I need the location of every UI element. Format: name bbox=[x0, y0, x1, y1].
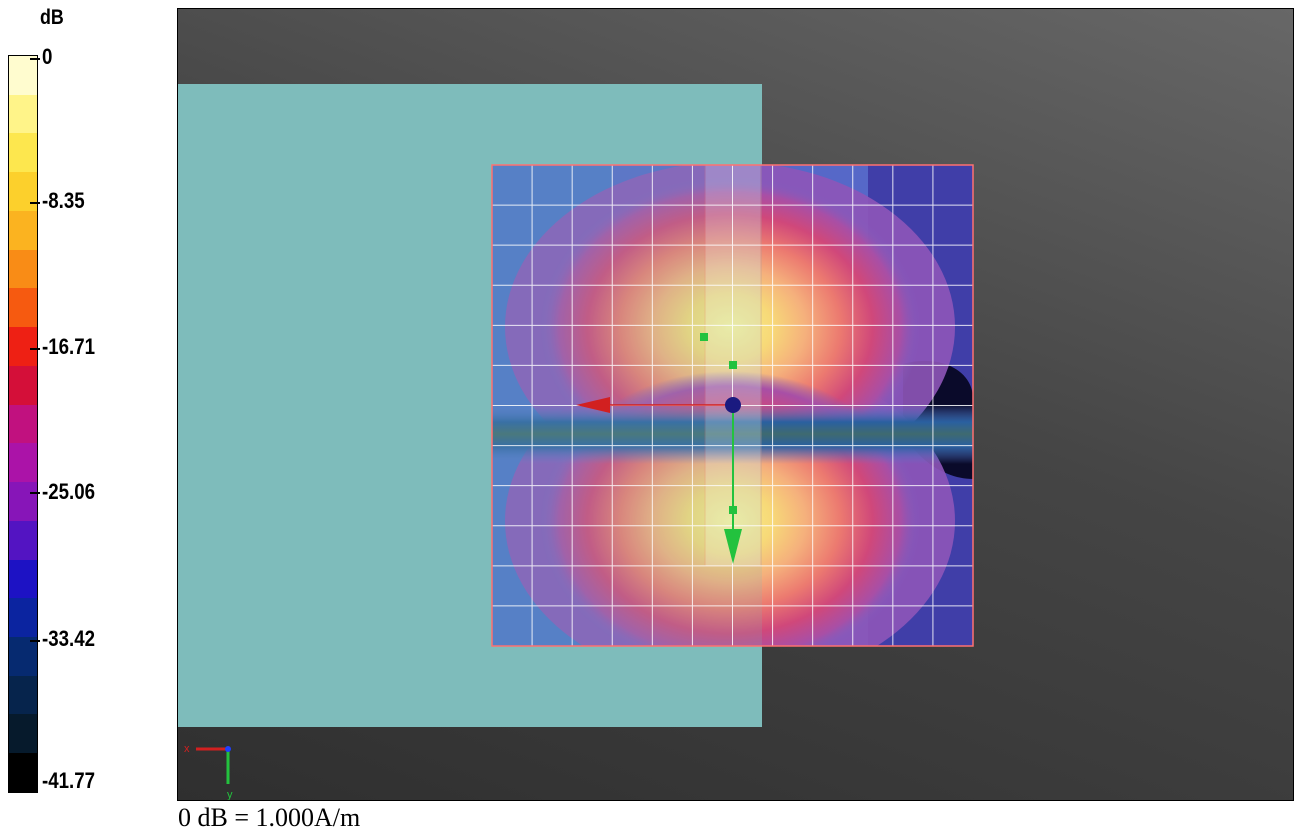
triad-y-label: y bbox=[227, 789, 233, 801]
point-marker bbox=[729, 506, 737, 514]
legend-color-step bbox=[9, 559, 37, 599]
legend-color-step bbox=[9, 675, 37, 715]
legend-color-step bbox=[9, 327, 37, 366]
legend-color-step bbox=[9, 94, 37, 134]
legend-color-step bbox=[9, 288, 37, 328]
y-axis-arrow bbox=[724, 529, 742, 564]
legend-tick bbox=[30, 348, 40, 350]
legend-label-1: -8.35 bbox=[42, 188, 85, 213]
color-scale-bar bbox=[8, 55, 38, 793]
legend-unit-label: dB bbox=[40, 6, 64, 29]
legend-label-5: -41.77 bbox=[42, 768, 96, 793]
legend-label-2: -16.71 bbox=[42, 334, 96, 359]
x-axis-arrow bbox=[576, 397, 610, 413]
legend-color-step bbox=[9, 714, 37, 754]
legend-color-step bbox=[9, 56, 37, 95]
legend-label-4: -33.42 bbox=[42, 626, 96, 651]
legend-color-step bbox=[9, 637, 37, 676]
legend-label-3: -25.06 bbox=[42, 479, 96, 504]
3d-viewport[interactable]: x y bbox=[177, 8, 1294, 801]
legend-color-step bbox=[9, 172, 37, 211]
legend-color-step bbox=[9, 443, 37, 483]
point-marker bbox=[729, 361, 737, 369]
legend-tick bbox=[30, 492, 40, 494]
reference-level-note: 0 dB = 1.000A/m bbox=[178, 803, 361, 832]
scan-area-frame bbox=[491, 164, 974, 647]
legend-color-step bbox=[9, 753, 37, 792]
legend-label-0: 0 bbox=[42, 44, 53, 69]
orientation-triad: x y bbox=[184, 743, 233, 801]
probe-axes bbox=[576, 333, 742, 564]
scene-canvas[interactable]: x y bbox=[178, 9, 1294, 801]
legend-tick bbox=[30, 202, 40, 204]
legend-color-step bbox=[9, 133, 37, 173]
legend-color-step bbox=[9, 404, 37, 444]
legend-color-step bbox=[9, 598, 37, 638]
triad-z-axis bbox=[225, 746, 231, 752]
legend-color-step bbox=[9, 249, 37, 289]
legend-tick bbox=[30, 58, 40, 60]
point-marker bbox=[700, 333, 708, 341]
legend-tick bbox=[30, 640, 40, 642]
legend-color-step bbox=[9, 482, 37, 521]
triad-x-label: x bbox=[184, 743, 190, 755]
legend-color-step bbox=[9, 365, 37, 405]
legend-color-step bbox=[9, 520, 37, 560]
origin-marker bbox=[725, 397, 741, 413]
legend-color-step bbox=[9, 210, 37, 250]
